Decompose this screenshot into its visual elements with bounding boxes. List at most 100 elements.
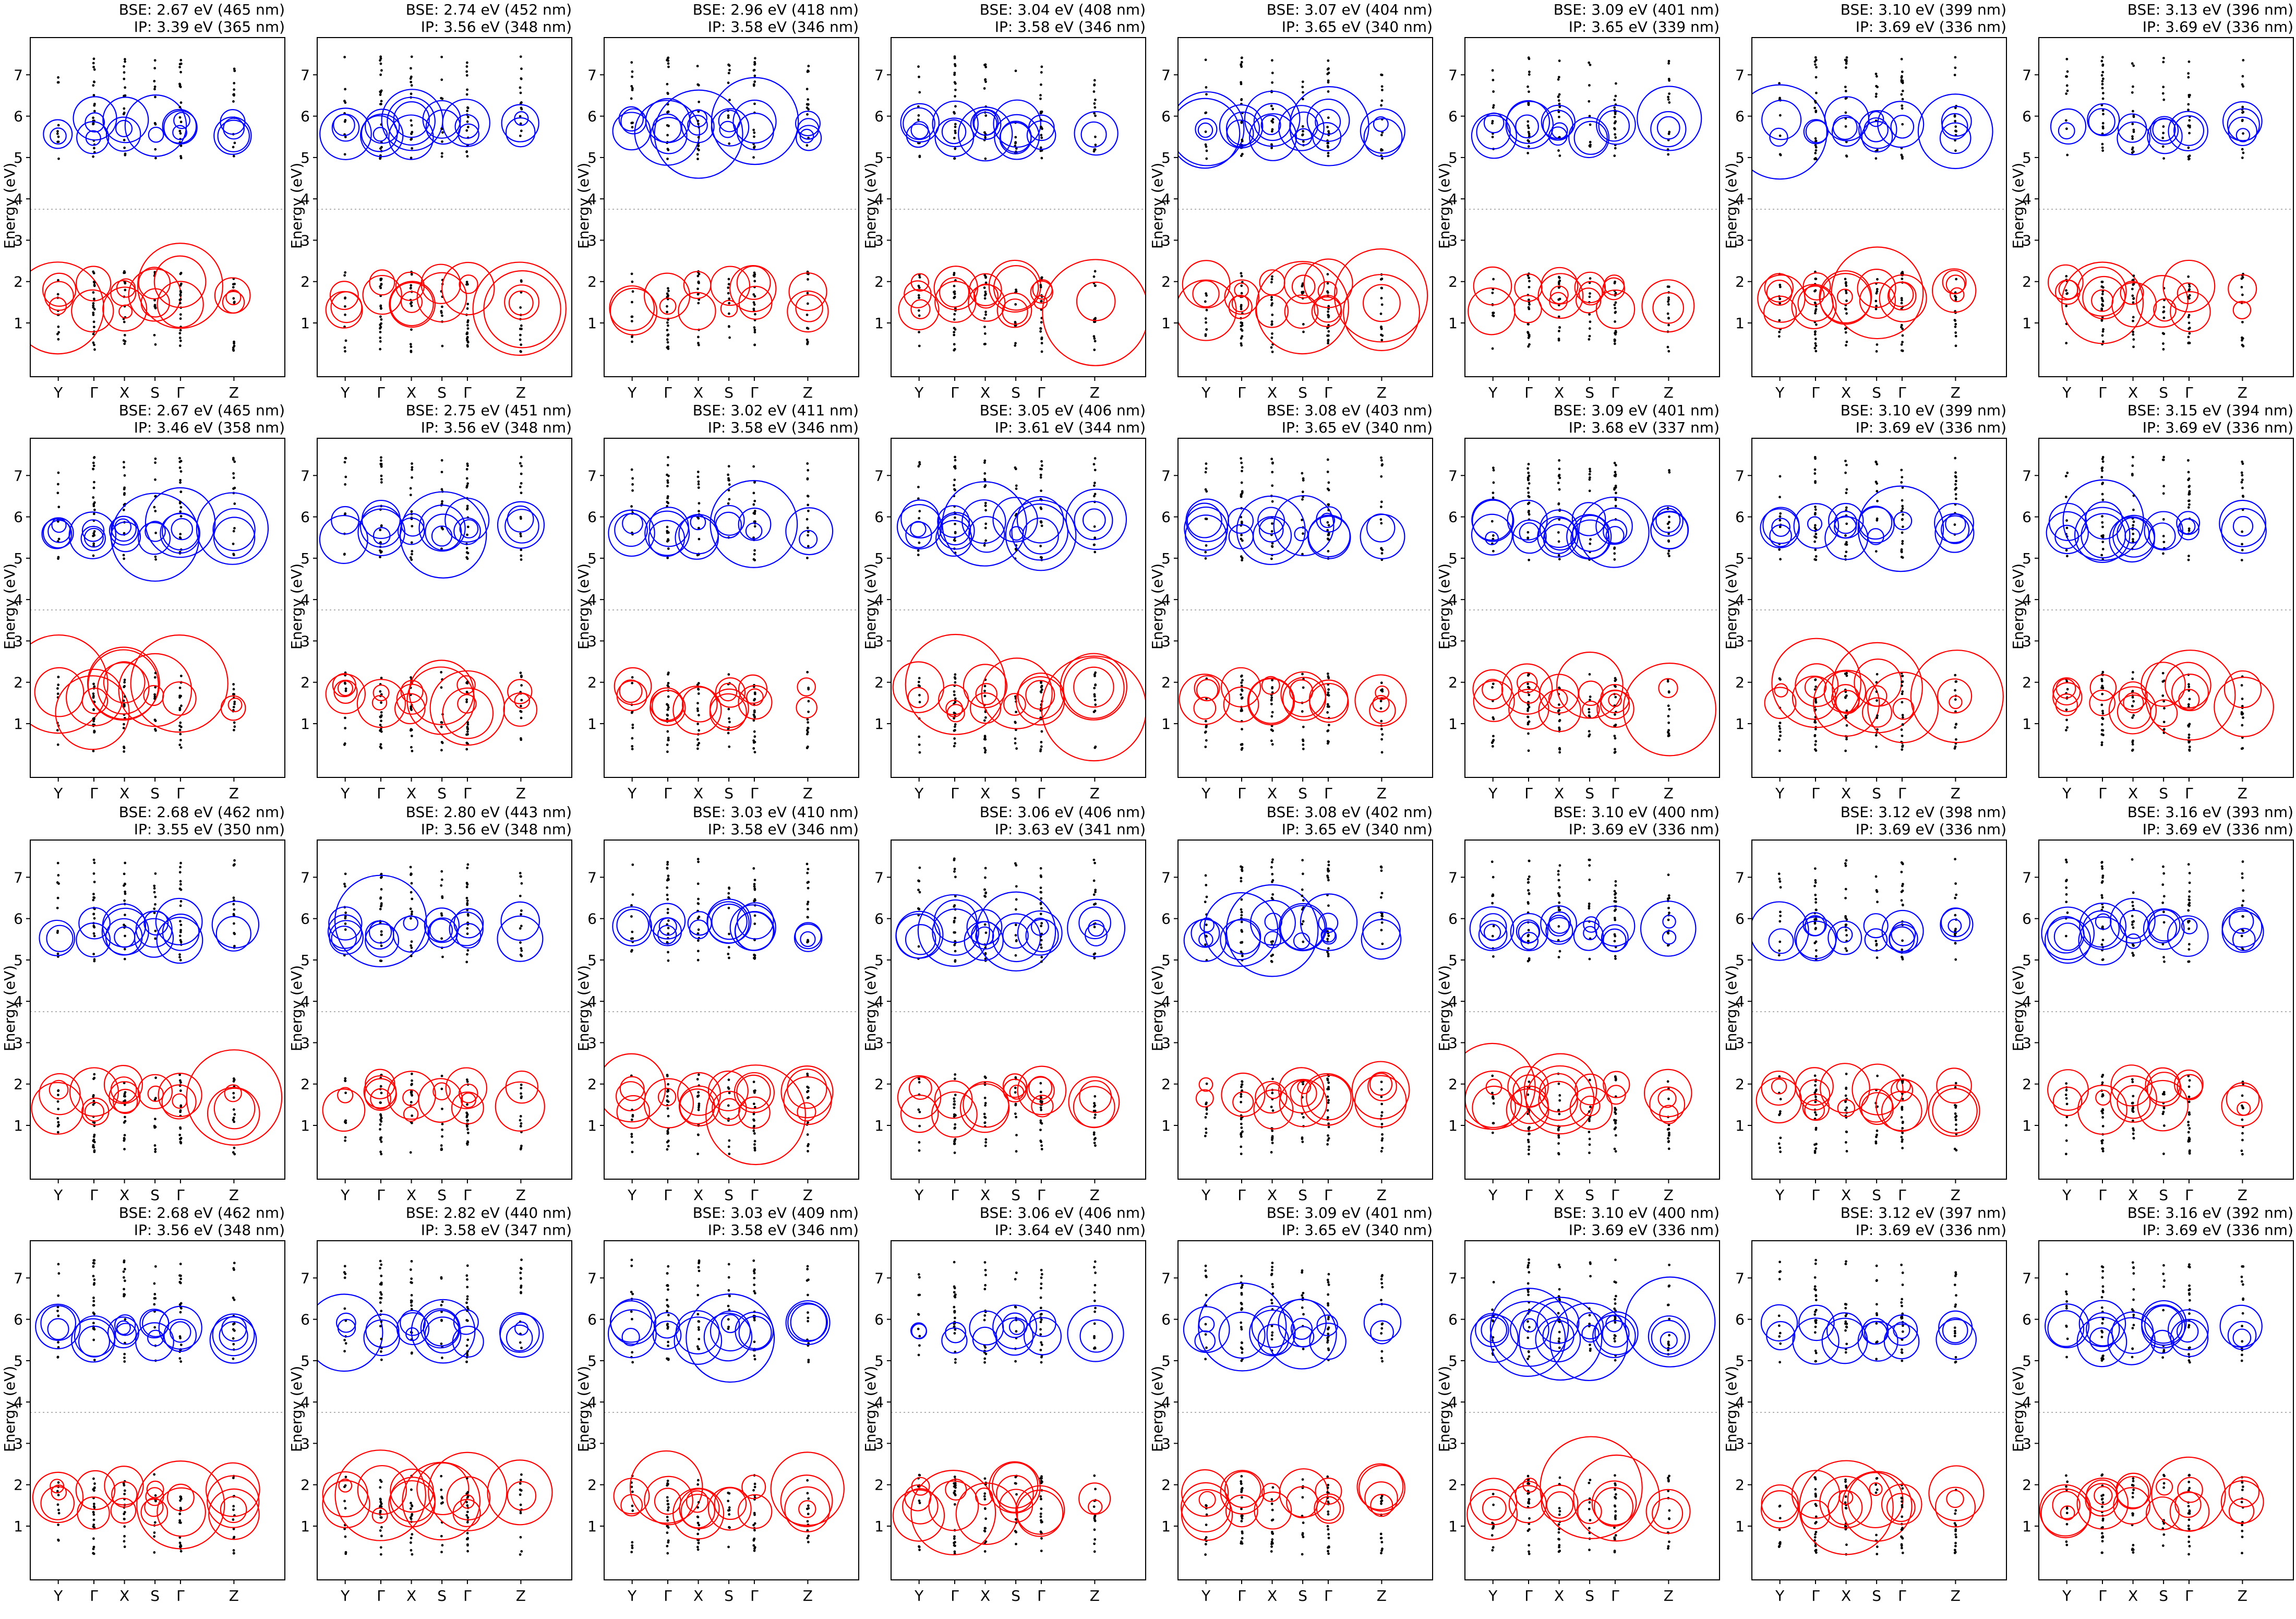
x-tick-label: Γ	[951, 785, 959, 802]
band-level-dot	[919, 751, 921, 754]
x-tick-label: Γ	[1611, 384, 1619, 401]
y-tick-label: 1	[2022, 715, 2031, 733]
y-tick-label: 2	[1161, 273, 1171, 291]
band-level-dot	[379, 327, 381, 330]
band-level-dot	[2132, 533, 2134, 535]
band-level-dot	[1589, 538, 1592, 541]
band-level-dot	[983, 472, 986, 475]
x-tick-label: X	[119, 1186, 129, 1204]
band-level-dot	[2102, 92, 2105, 94]
band-level-dot	[57, 506, 60, 508]
band-level-dot	[466, 505, 469, 507]
band-level-dot	[57, 676, 59, 678]
y-tick-label: 2	[587, 674, 597, 691]
band-level-dot	[953, 1103, 955, 1106]
band-level-dot	[233, 1117, 235, 1119]
band-level-dot	[1814, 56, 1817, 59]
band-level-dot	[1901, 155, 1904, 158]
band-level-dot	[698, 1095, 700, 1097]
band-level-dot	[466, 88, 468, 91]
y-tick-label: 7	[587, 66, 597, 83]
band-level-dot	[1876, 86, 1879, 88]
band-level-dot	[1876, 500, 1879, 502]
bse-label: BSE: 3.10 eV (399 nm)	[1841, 402, 2006, 419]
band-level-dot	[631, 748, 634, 750]
band-level-dot	[630, 505, 633, 508]
band-level-dot	[1241, 61, 1243, 64]
conduction-weight-circle	[329, 920, 363, 954]
band-level-dot	[343, 883, 346, 885]
ip-label: IP: 3.39 eV (365 nm)	[119, 18, 285, 35]
band-level-dot	[380, 888, 383, 891]
band-level-dot	[1093, 687, 1096, 689]
band-level-dot	[2187, 471, 2190, 473]
band-level-dot	[918, 542, 920, 544]
band-level-dot	[232, 903, 235, 906]
bse-label: BSE: 3.06 eV (406 nm)	[980, 803, 1146, 821]
band-level-dot	[57, 1094, 59, 1096]
band-level-dot	[380, 944, 383, 947]
band-level-dot	[1241, 679, 1244, 681]
x-tick-label: S	[1298, 785, 1307, 802]
band-level-dot	[465, 283, 468, 286]
band-level-dot	[1240, 496, 1243, 498]
band-level-dot	[1954, 726, 1956, 729]
band-level-dot	[441, 140, 443, 143]
x-tick-label: Γ	[750, 384, 759, 401]
band-level-dot	[697, 959, 700, 962]
band-level-dot	[1326, 711, 1329, 714]
band-level-dot	[519, 462, 522, 465]
band-level-dot	[1667, 324, 1670, 327]
band-level-dot	[411, 525, 413, 527]
band-level-dot	[1588, 730, 1591, 733]
band-level-dot	[630, 97, 633, 100]
band-level-dot	[232, 297, 235, 300]
band-level-dot	[2189, 698, 2191, 700]
band-level-dot	[178, 953, 181, 956]
x-tick-label: Z	[803, 1186, 813, 1204]
band-level-dot	[667, 66, 670, 68]
band-level-dot	[441, 879, 443, 881]
band-level-dot	[1955, 723, 1957, 725]
band-level-dot	[123, 71, 126, 74]
band-level-dot	[2101, 526, 2104, 529]
band-level-dot	[178, 82, 181, 85]
band-level-dot	[1528, 706, 1531, 709]
band-level-dot	[1901, 748, 1903, 751]
band-level-dot	[1014, 1091, 1017, 1094]
band-level-dot	[754, 1147, 756, 1150]
plot-content	[604, 56, 859, 350]
band-level-dot	[92, 291, 95, 294]
band-level-dot	[954, 677, 957, 680]
x-tick-label: X	[693, 785, 703, 802]
band-level-dot	[2188, 321, 2191, 324]
band-level-dot	[1614, 471, 1617, 473]
band-level-dot	[753, 481, 756, 484]
band-level-dot	[2162, 459, 2165, 461]
x-tick-label: X	[2128, 384, 2138, 401]
band-level-dot	[954, 467, 957, 470]
band-level-dot	[1954, 698, 1957, 701]
band-level-dot	[984, 1076, 987, 1079]
band-level-dot	[465, 961, 468, 963]
y-tick-label: 2	[14, 1076, 23, 1093]
band-level-dot	[984, 63, 987, 66]
valence-weight-circle	[88, 650, 159, 720]
band-level-dot	[1845, 344, 1847, 346]
band-level-dot	[180, 121, 183, 123]
band-level-dot	[807, 1121, 809, 1124]
band-level-dot	[1302, 686, 1305, 689]
band-level-dot	[123, 746, 125, 748]
band-level-dot	[632, 893, 634, 896]
band-level-dot	[520, 1145, 523, 1147]
band-level-dot	[983, 544, 986, 547]
panel-title: BSE: 3.09 eV (401 nm)IP: 3.68 eV (337 nm…	[1554, 402, 1720, 436]
bse-label: BSE: 3.09 eV (401 nm)	[1554, 402, 1720, 419]
band-level-dot	[807, 526, 809, 529]
x-tick-label: X	[980, 384, 990, 401]
band-level-dot	[666, 1090, 669, 1093]
band-level-dot	[1954, 746, 1957, 748]
band-level-dot	[807, 503, 809, 506]
band-level-dot	[1667, 704, 1670, 707]
